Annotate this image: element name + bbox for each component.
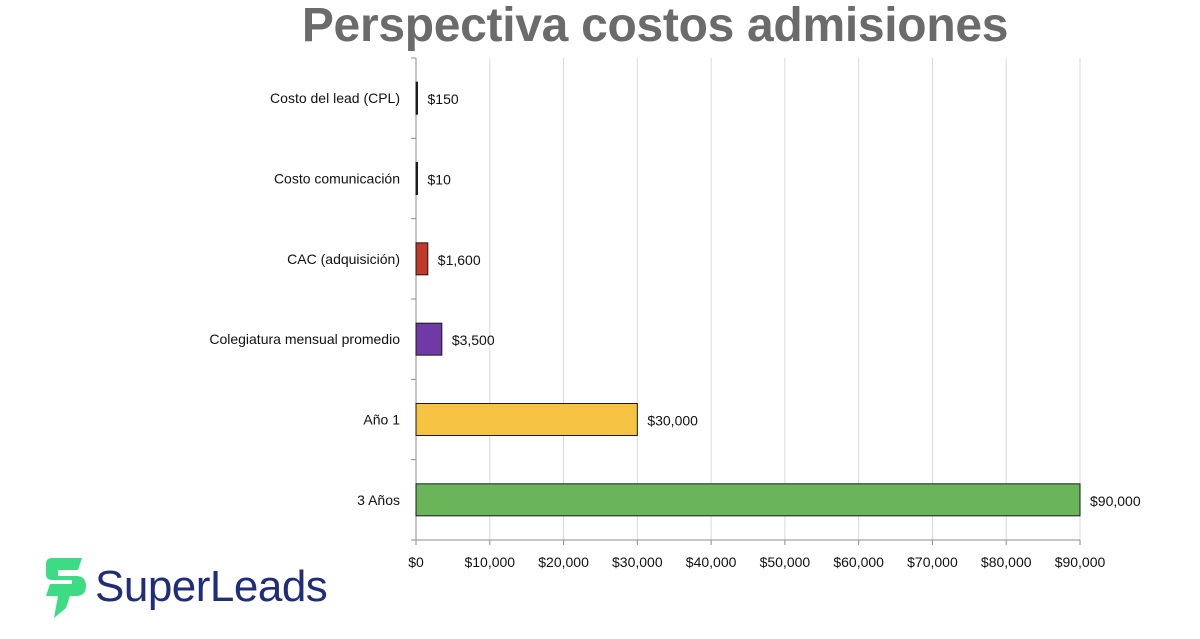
- bar: [415, 81, 418, 115]
- category-label: Año 1: [363, 412, 400, 428]
- category-label: CAC (adquisición): [287, 251, 400, 267]
- x-tick-label: $20,000: [538, 554, 589, 570]
- bar: [415, 322, 443, 356]
- bar: [415, 483, 1081, 517]
- data-label: $30,000: [647, 413, 698, 429]
- x-tick-label: $60,000: [833, 554, 884, 570]
- data-label: $150: [428, 91, 459, 107]
- bar: [415, 162, 418, 195]
- data-label: $10: [428, 172, 452, 188]
- superleads-logo-mark-icon: [46, 558, 86, 618]
- x-tick-label: $30,000: [612, 554, 663, 570]
- data-label: $1,600: [438, 252, 481, 268]
- bar: [415, 242, 429, 276]
- category-label: Costo comunicación: [274, 171, 400, 187]
- data-label: $90,000: [1090, 493, 1141, 509]
- x-tick-label: $0: [408, 554, 424, 570]
- x-tick-label: $80,000: [981, 554, 1032, 570]
- brand-name: SuperLeads: [95, 562, 328, 611]
- x-tick-label: $70,000: [907, 554, 958, 570]
- x-tick-label: $50,000: [760, 554, 811, 570]
- data-label: $3,500: [452, 332, 495, 348]
- bar: [415, 403, 638, 436]
- category-label: Colegiatura mensual promedio: [209, 331, 400, 347]
- category-label: Costo del lead (CPL): [270, 90, 400, 106]
- x-tick-label: $40,000: [686, 554, 737, 570]
- x-tick-label: $90,000: [1055, 554, 1106, 570]
- chart-title: Perspectiva costos admisiones: [301, 0, 1009, 52]
- x-tick-label: $10,000: [464, 554, 515, 570]
- category-label: 3 Años: [357, 492, 400, 508]
